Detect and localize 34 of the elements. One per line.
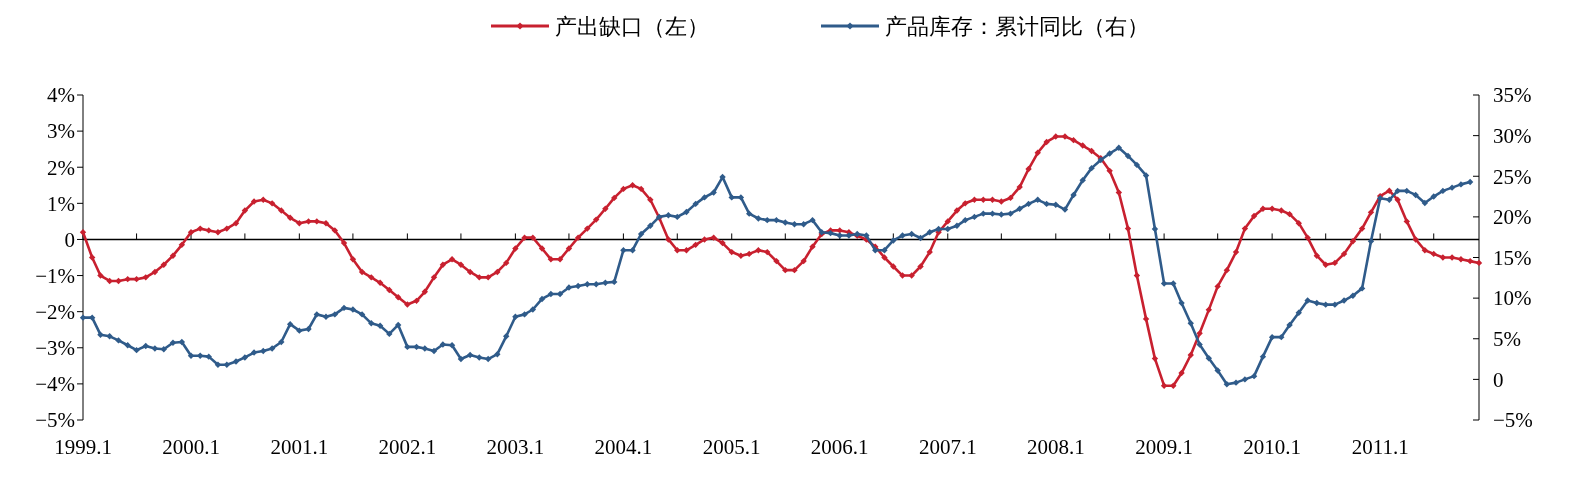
y-tick-label: −3% bbox=[35, 336, 75, 361]
legend-label: 产出缺口（左） bbox=[555, 13, 709, 39]
y-tick-label: 2% bbox=[47, 155, 75, 180]
y2-tick-label: 25% bbox=[1493, 164, 1532, 189]
y2-tick-label: 30% bbox=[1493, 123, 1532, 148]
x-tick-label: 2010.1 bbox=[1243, 435, 1302, 459]
y2-tick-label: 35% bbox=[1493, 83, 1532, 108]
y-tick-label: 3% bbox=[47, 119, 75, 144]
y2-tick-label: −5% bbox=[1493, 408, 1533, 433]
y-tick-label: −5% bbox=[35, 408, 75, 433]
x-tick-label: 1999.1 bbox=[54, 435, 112, 459]
x-tick-label: 2009.1 bbox=[1135, 435, 1193, 459]
y2-tick-label: 20% bbox=[1493, 205, 1532, 230]
y-tick-label: −4% bbox=[35, 372, 75, 397]
x-tick-label: 2008.1 bbox=[1026, 435, 1085, 459]
y2-tick-label: 15% bbox=[1493, 245, 1532, 270]
x-tick-label: 2007.1 bbox=[918, 435, 977, 459]
y-tick-label: 0 bbox=[64, 227, 75, 252]
y-tick-label: −1% bbox=[35, 263, 75, 288]
y2-tick-label: 10% bbox=[1493, 286, 1532, 311]
y2-tick-label: 0 bbox=[1493, 367, 1504, 392]
y2-tick-label: 5% bbox=[1493, 327, 1521, 352]
x-tick-label: 2006.1 bbox=[810, 435, 869, 459]
legend-label: 产品库存：累计同比（右） bbox=[885, 13, 1149, 39]
y-tick-label: 4% bbox=[47, 83, 75, 108]
y-tick-label: 1% bbox=[47, 191, 75, 216]
x-tick-label: 2005.1 bbox=[702, 435, 761, 459]
y-tick-label: −2% bbox=[35, 300, 75, 325]
x-tick-label: 2001.1 bbox=[270, 435, 329, 459]
x-tick-label: 2003.1 bbox=[486, 435, 545, 459]
x-tick-label: 2011.1 bbox=[1351, 435, 1409, 459]
x-tick-label: 2004.1 bbox=[594, 435, 653, 459]
x-tick-label: 2000.1 bbox=[162, 435, 220, 459]
x-tick-label: 2002.1 bbox=[378, 435, 437, 459]
